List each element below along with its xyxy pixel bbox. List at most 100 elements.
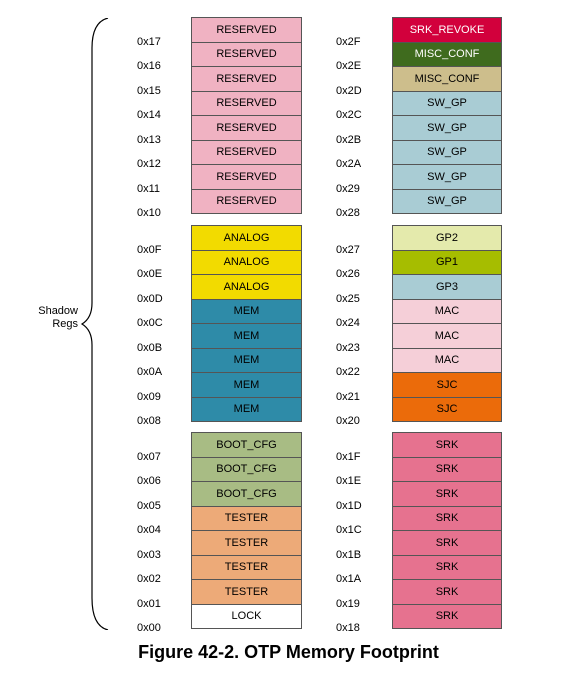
- right-address-0x24: 0x24: [336, 317, 360, 329]
- right-otp-word-0x25: GP3: [392, 274, 502, 300]
- left-address-0x06: 0x06: [137, 475, 161, 487]
- left-address-0x12: 0x12: [137, 158, 161, 170]
- left-address-0x17: 0x17: [137, 35, 161, 48]
- right-address-0x22: 0x22: [336, 366, 360, 378]
- right-address-0x2C: 0x2C: [336, 109, 362, 121]
- right-otp-word-0x21: SJC: [392, 372, 502, 398]
- left-otp-word-0x00: LOCK: [191, 603, 302, 629]
- shadow-regs-label: Shadow Regs: [34, 305, 78, 331]
- right-otp-word-0x1A: SRK: [392, 554, 502, 580]
- left-address-0x0A: 0x0A: [137, 366, 163, 378]
- shadow-label-line-2: Regs: [52, 318, 78, 330]
- left-otp-word-0x0A: MEM: [191, 347, 302, 373]
- right-address-0x26: 0x26: [336, 268, 360, 280]
- left-address-0x05: 0x05: [137, 499, 161, 512]
- left-address-0x03: 0x03: [137, 548, 161, 561]
- left-otp-word-0x03: TESTER: [191, 530, 302, 556]
- left-otp-word-0x17: RESERVED: [191, 17, 302, 43]
- left-otp-word-0x06: BOOT_CFG: [191, 456, 302, 482]
- right-otp-word-0x23: MAC: [392, 323, 502, 349]
- right-address-0x29: 0x29: [336, 182, 360, 195]
- left-address-0x09: 0x09: [137, 390, 161, 403]
- left-address-0x13: 0x13: [137, 133, 161, 146]
- right-address-0x23: 0x23: [336, 341, 360, 354]
- left-otp-word-0x10: RESERVED: [191, 188, 302, 214]
- left-otp-word-0x08: MEM: [191, 396, 302, 422]
- right-otp-word-0x19: SRK: [392, 579, 502, 605]
- left-address-0x00: 0x00: [137, 622, 161, 634]
- left-otp-word-0x0C: MEM: [191, 298, 302, 324]
- left-otp-word-0x0E: ANALOG: [191, 249, 302, 275]
- right-otp-word-0x1C: SRK: [392, 505, 502, 531]
- right-address-0x1D: 0x1D: [336, 499, 362, 512]
- right-otp-word-0x27: GP2: [392, 225, 502, 251]
- left-address-0x04: 0x04: [137, 524, 161, 536]
- right-address-0x27: 0x27: [336, 243, 360, 256]
- right-otp-word-0x1B: SRK: [392, 530, 502, 556]
- left-address-0x11: 0x11: [137, 182, 161, 195]
- left-otp-word-0x12: RESERVED: [191, 139, 302, 165]
- left-otp-word-0x0D: ANALOG: [191, 274, 302, 300]
- right-otp-word-0x2A: SW_GP: [392, 139, 502, 165]
- left-otp-word-0x0F: ANALOG: [191, 225, 302, 251]
- right-address-0x1A: 0x1A: [336, 573, 362, 585]
- right-address-0x19: 0x19: [336, 597, 360, 610]
- left-address-0x16: 0x16: [137, 60, 161, 72]
- left-otp-word-0x04: TESTER: [191, 505, 302, 531]
- right-address-0x18: 0x18: [336, 622, 360, 634]
- right-address-0x20: 0x20: [336, 415, 360, 427]
- left-address-0x15: 0x15: [137, 84, 161, 97]
- left-address-0x01: 0x01: [137, 597, 161, 610]
- right-address-0x21: 0x21: [336, 390, 360, 403]
- right-otp-word-0x1D: SRK: [392, 481, 502, 507]
- left-address-0x08: 0x08: [137, 415, 161, 427]
- left-otp-word-0x09: MEM: [191, 372, 302, 398]
- left-otp-word-0x15: RESERVED: [191, 66, 302, 92]
- right-address-0x2F: 0x2F: [336, 35, 361, 48]
- right-address-0x1F: 0x1F: [336, 450, 361, 463]
- left-otp-word-0x0B: MEM: [191, 323, 302, 349]
- right-address-0x1E: 0x1E: [336, 475, 362, 487]
- left-otp-word-0x14: RESERVED: [191, 90, 302, 116]
- figure-caption: Figure 42-2. OTP Memory Footprint: [138, 642, 439, 662]
- left-otp-word-0x11: RESERVED: [191, 164, 302, 190]
- right-address-0x2A: 0x2A: [336, 158, 362, 170]
- left-address-0x0C: 0x0C: [137, 317, 163, 329]
- left-otp-word-0x05: BOOT_CFG: [191, 481, 302, 507]
- right-address-0x2E: 0x2E: [336, 60, 362, 72]
- right-address-0x1C: 0x1C: [336, 524, 362, 536]
- left-otp-word-0x07: BOOT_CFG: [191, 432, 302, 458]
- right-otp-word-0x20: SJC: [392, 396, 502, 422]
- right-otp-word-0x1E: SRK: [392, 456, 502, 482]
- left-address-0x10: 0x10: [137, 207, 161, 219]
- shadow-label-line-1: Shadow: [38, 305, 78, 317]
- right-otp-word-0x2B: SW_GP: [392, 115, 502, 141]
- right-address-0x2D: 0x2D: [336, 84, 362, 97]
- right-otp-word-0x18: SRK: [392, 603, 502, 629]
- left-address-0x07: 0x07: [137, 450, 161, 463]
- right-address-0x1B: 0x1B: [336, 548, 362, 561]
- shadow-regs-brace: [80, 18, 109, 630]
- right-otp-word-0x2F: SRK_REVOKE: [392, 17, 502, 43]
- left-otp-word-0x13: RESERVED: [191, 115, 302, 141]
- right-address-0x25: 0x25: [336, 292, 360, 305]
- left-otp-word-0x01: TESTER: [191, 579, 302, 605]
- left-address-0x0D: 0x0D: [137, 292, 163, 305]
- right-otp-word-0x22: MAC: [392, 347, 502, 373]
- left-address-0x0B: 0x0B: [137, 341, 163, 354]
- right-otp-word-0x2C: SW_GP: [392, 90, 502, 116]
- right-address-0x2B: 0x2B: [336, 133, 362, 146]
- left-otp-word-0x02: TESTER: [191, 554, 302, 580]
- right-otp-word-0x1F: SRK: [392, 432, 502, 458]
- right-otp-word-0x28: SW_GP: [392, 188, 502, 214]
- left-address-0x02: 0x02: [137, 573, 161, 585]
- left-address-0x14: 0x14: [137, 109, 161, 121]
- right-address-0x28: 0x28: [336, 207, 360, 219]
- left-otp-word-0x16: RESERVED: [191, 41, 302, 67]
- right-otp-word-0x26: GP1: [392, 249, 502, 275]
- right-otp-word-0x2E: MISC_CONF: [392, 41, 502, 67]
- left-address-0x0E: 0x0E: [137, 268, 163, 280]
- right-otp-word-0x29: SW_GP: [392, 164, 502, 190]
- left-address-0x0F: 0x0F: [137, 243, 162, 256]
- right-otp-word-0x24: MAC: [392, 298, 502, 324]
